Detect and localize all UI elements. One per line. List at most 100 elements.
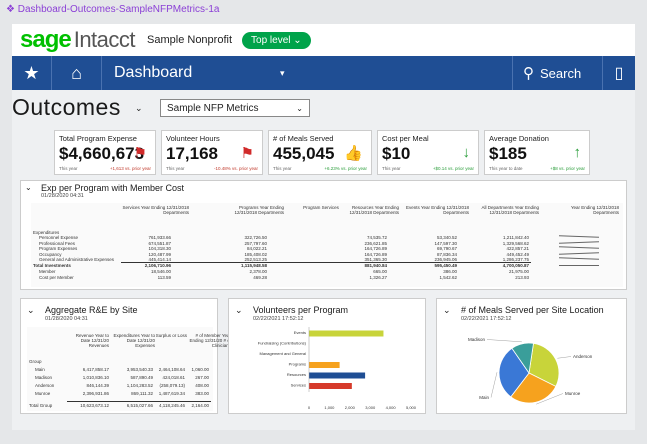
table-cell: 213.93 (515, 275, 529, 280)
table-cell: 408.00 (195, 383, 209, 388)
table-cell: 113.59 (157, 275, 171, 280)
table-cell: 21,975.00 (508, 269, 529, 274)
kpi-label: Total Program Expense (59, 134, 137, 143)
kpi-card[interactable]: Average Donation $185 ↑ This year to date +$… (484, 130, 590, 175)
bar[interactable] (309, 372, 366, 379)
table-cell: 74,535.72 (366, 235, 387, 240)
bar[interactable] (309, 362, 340, 368)
home-button[interactable]: ⌂ (52, 56, 102, 90)
kpi-value: 455,045 (273, 144, 335, 163)
main-nav: ★ ⌂ Dashboard ▾ ⚲ Search ▯ (12, 56, 635, 90)
table-row-label[interactable]: Anderson (35, 383, 55, 388)
y-tick-label: Fundraising (Contributions) (258, 341, 307, 346)
table-cell: 1,542.62 (439, 275, 457, 280)
y-tick-label: Programs (289, 362, 306, 367)
pie-slice[interactable] (511, 342, 534, 375)
table-cell: 674,551.87 (148, 240, 171, 246)
kpi-label: # of Meals Served (273, 134, 334, 143)
meals-panel: ⌄ # of Meals Served per Site Location 02… (436, 298, 627, 414)
search-label: Search (540, 65, 582, 81)
table-cell: 164,726.89 (364, 251, 387, 257)
column-header: Revenue Year to Date 12/31/20 Revenues (75, 333, 109, 348)
bookmark-icon: ▯ (614, 65, 624, 82)
kpi-label: Cost per Meal (382, 134, 429, 143)
sage-logo[interactable]: sage (20, 26, 72, 53)
table-cell: 445,414.14 (148, 257, 171, 262)
group-label[interactable]: Group (29, 359, 42, 364)
thumbs-up-icon: 👍 (344, 145, 363, 162)
favorites-button[interactable]: ★ (12, 56, 52, 90)
table-row-label: Total Investments (33, 263, 71, 268)
table-cell: 252,513.25 (244, 257, 267, 262)
intacct-logo: Intacct (73, 27, 136, 52)
entity-level-button[interactable]: Top level ⌄ (242, 31, 311, 49)
arrow-down-icon: ↓ (462, 144, 471, 161)
meals-pie-chart: Anderson Munroe Main Madison (468, 337, 593, 405)
table-cell: 587,890.49 (130, 375, 153, 380)
bookmark-button[interactable]: ▯ (602, 56, 635, 90)
table-cell: 87,836.34 (436, 251, 457, 257)
table-cell: 10,623,673.12 (80, 403, 109, 408)
slice-label: Madison (468, 337, 486, 342)
bar[interactable] (309, 383, 352, 389)
kpi-value: $4,660,673 (59, 144, 145, 163)
table-row-label[interactable]: General and Administrative Expenses (39, 257, 115, 262)
y-tick-label: Resources (287, 372, 306, 377)
kpi-change: +6.23% vs. prior year (324, 166, 367, 171)
leader-line (486, 339, 522, 343)
chevron-down-icon[interactable]: ⌄ (27, 305, 35, 315)
table-row-label[interactable]: Program Expenses (39, 246, 78, 251)
x-tick-label: 5,000 (406, 405, 417, 410)
table-cell: 1,487,619.34 (158, 391, 185, 396)
table-cell: 53,340.52 (436, 235, 457, 240)
sparkline (558, 246, 600, 249)
search-icon: ⚲ (523, 65, 534, 82)
table-row-label[interactable]: Cost per Member (39, 275, 74, 280)
kpi-period: This year (273, 166, 292, 171)
chevron-down-icon[interactable]: ▾ (280, 67, 285, 78)
chevron-down-icon[interactable]: ⌄ (135, 103, 143, 113)
aggregate-re-panel: ⌄ Aggregate R&E by Site 01/28/2020 04:31… (20, 298, 231, 414)
leader-line (536, 393, 564, 405)
table-row-label[interactable]: Munroe (35, 391, 51, 396)
arrow-up-icon: ↑ (573, 144, 582, 161)
column-header: Services Year Ending 12/31/2018 Departme… (122, 205, 189, 215)
chevron-down-icon[interactable]: ⌄ (25, 183, 32, 192)
table-cell: 2,464,108.64 (158, 367, 185, 372)
bar[interactable] (309, 330, 384, 337)
table-row-label[interactable]: Professional Fees (39, 240, 76, 246)
table-cell: 1,326.27 (369, 275, 387, 280)
table-row-label: Total Group (29, 403, 53, 408)
column-header: Events Year Ending 12/31/2018 Department… (405, 205, 469, 215)
table-row-label[interactable]: Occupancy (39, 251, 62, 257)
y-tick-label: Services (291, 383, 306, 388)
dashboard-menu[interactable]: Dashboard (114, 64, 193, 81)
table-cell: 322,726.50 (244, 235, 267, 240)
page-title: Outcomes (12, 94, 121, 120)
leader-line (557, 356, 572, 359)
search-button[interactable]: ⚲ Search (512, 56, 600, 90)
sparkline (558, 251, 600, 255)
table-row-label[interactable]: Main (35, 367, 45, 372)
chevron-down-icon[interactable]: ⌄ (235, 305, 243, 315)
kpi-change: +1,613 vs. prior year (109, 166, 151, 171)
chevron-down-icon[interactable]: ⌄ (443, 305, 451, 315)
table-row-label[interactable]: Madison (35, 375, 53, 380)
kpi-card[interactable]: Cost per Meal $10 ↓ This year +$0.14 vs. pri… (377, 130, 479, 175)
table-cell: 846,144.39 (86, 383, 109, 388)
kpi-card[interactable]: # of Meals Served 455,045 👍 This year +6.23%… (268, 130, 372, 175)
flag-icon: ⚑ (133, 145, 147, 162)
table-row-label[interactable]: Member (39, 269, 56, 274)
slice-label: Munroe (565, 391, 581, 396)
brand-bar: sage Intacct Sample Nonprofit Top level … (12, 24, 635, 56)
sparkline (558, 257, 600, 260)
table-cell: 236,945.06 (434, 257, 457, 262)
pie-slice[interactable] (498, 347, 530, 398)
table-row-label[interactable]: Personnel Expense (39, 235, 79, 240)
dashboard-select[interactable]: Sample NFP Metrics ⌄ (160, 99, 310, 117)
pie-slice[interactable] (528, 342, 560, 387)
table-cell: 1,329,568.62 (502, 240, 529, 246)
kpi-card[interactable]: Total Program Expense $4,660,673 ⚑ This yea… (54, 130, 156, 175)
pie-slice[interactable] (510, 372, 557, 404)
kpi-card[interactable]: Volunteer Hours 17,168 ⚑ This year -10.48% v… (161, 130, 263, 175)
